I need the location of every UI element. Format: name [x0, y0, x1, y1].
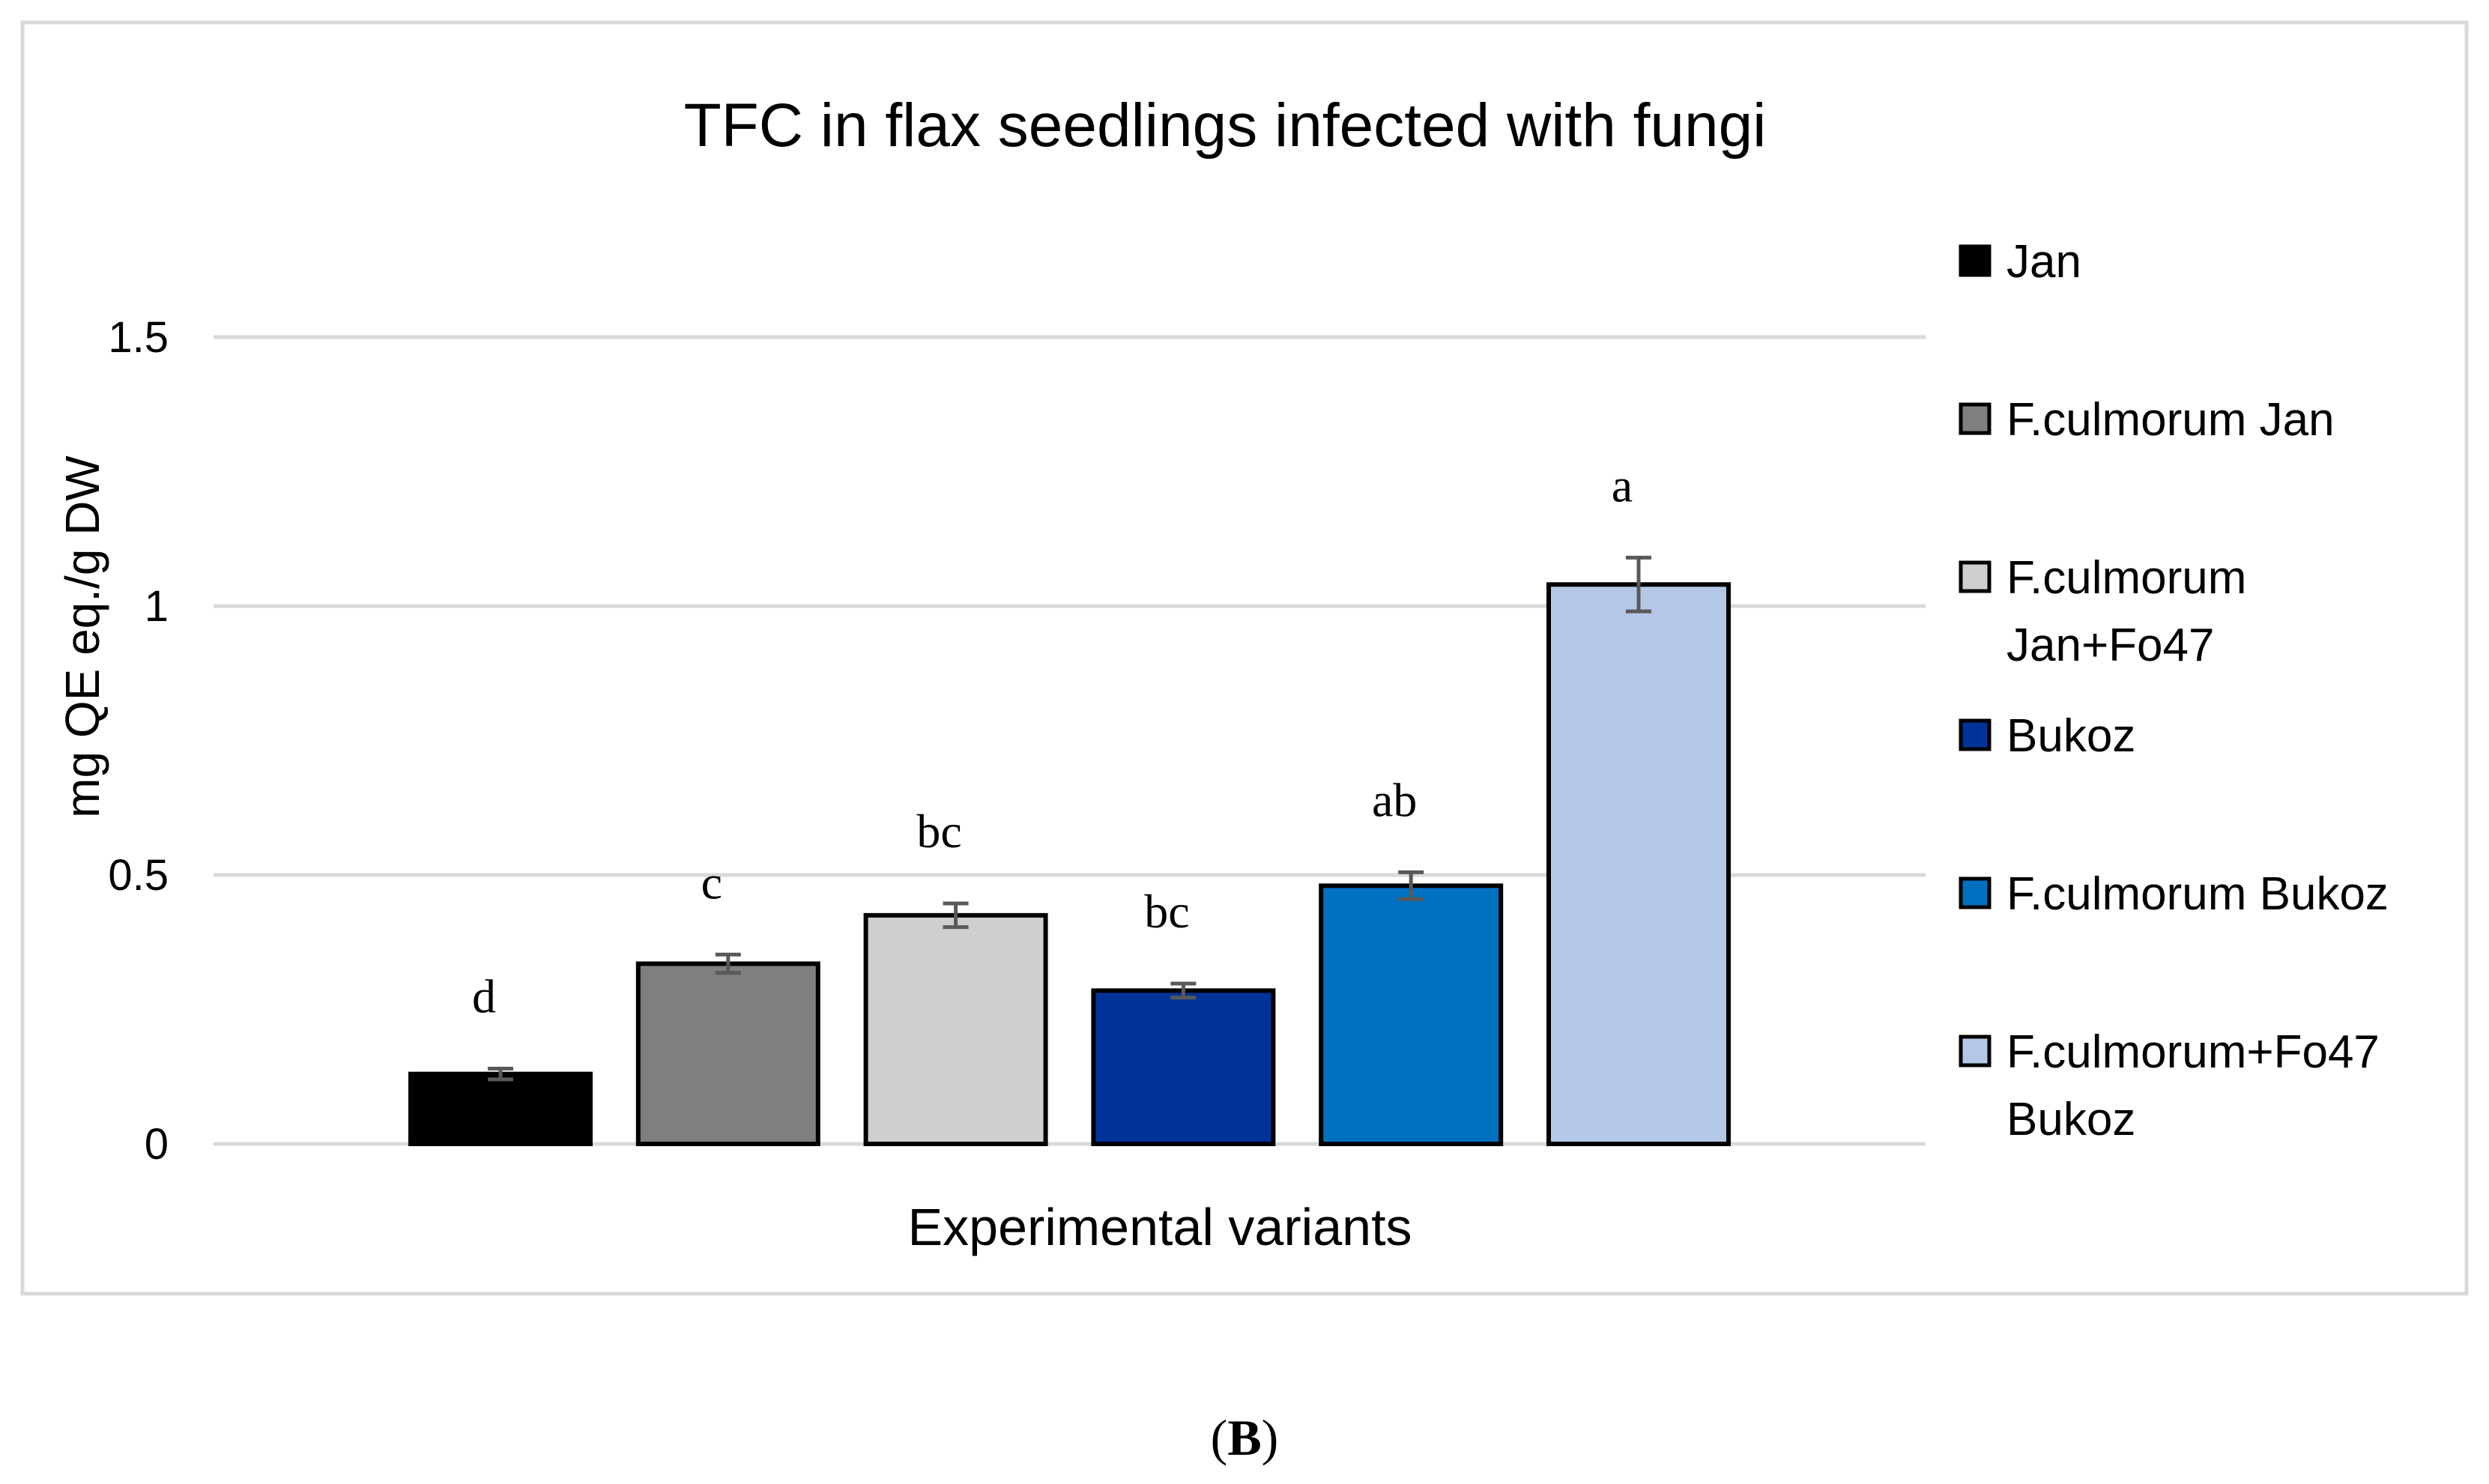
- legend-label-1: Jan: [2006, 236, 2081, 288]
- error-bars: [488, 555, 1651, 1082]
- significance-label-6: a: [1612, 458, 1633, 512]
- bar-4: [1091, 988, 1276, 1146]
- bar-5: [1319, 883, 1504, 1146]
- legend-label-6: Bukoz: [2006, 1094, 2135, 1145]
- chart-title: TFC in flax seedlings infected with fung…: [684, 91, 1767, 160]
- legend-swatch-5: [1959, 876, 1991, 909]
- panel-label: (B): [1211, 1409, 1279, 1466]
- bar-1: [408, 1071, 593, 1147]
- y-tick-label: 1.5: [108, 313, 169, 362]
- significance-label-4: bc: [1144, 885, 1189, 938]
- significance-label-3: bc: [916, 805, 961, 858]
- legend: Jan F.culmorum Jan F.culmorum Jan+Fo47 Bukoz…: [1959, 236, 2389, 1145]
- y-tick-label: 1: [145, 582, 169, 631]
- bar-3: [863, 912, 1048, 1146]
- legend-label-4: Bukoz: [2006, 710, 2135, 762]
- bar-6: [1546, 582, 1731, 1146]
- bars: [408, 582, 1731, 1147]
- legend-label-5: F.culmorum Bukoz: [2006, 868, 2389, 920]
- y-axis-label: mg QE eq./g DW: [55, 455, 109, 818]
- significance-labels: d c bc bc ab a: [472, 458, 1633, 1023]
- legend-label-6: F.culmorum+Fo47: [2006, 1026, 2380, 1078]
- y-axis-ticks: 0 0.5 1 1.5: [108, 313, 169, 1169]
- legend-swatch-3: [1959, 560, 1991, 593]
- panel-label-letter: B: [1227, 1409, 1261, 1466]
- bar-2: [635, 961, 820, 1146]
- legend-swatch-1: [1959, 244, 1991, 277]
- significance-label-5: ab: [1372, 773, 1417, 826]
- legend-swatch-6: [1959, 1035, 1991, 1067]
- x-axis-label: Experimental variants: [907, 1198, 1412, 1256]
- y-tick-label: 0: [145, 1120, 169, 1169]
- panel-label-close: ): [1262, 1409, 1279, 1466]
- significance-label-1: d: [472, 969, 496, 1023]
- legend-label-3: Jan+Fo47: [2006, 620, 2215, 671]
- panel-label-open: (: [1211, 1409, 1228, 1466]
- significance-label-2: c: [701, 855, 722, 909]
- legend-label-3: F.culmorum: [2006, 552, 2246, 604]
- y-tick-label: 0.5: [108, 851, 169, 900]
- legend-label-2: F.culmorum Jan: [2006, 394, 2335, 446]
- legend-swatch-2: [1959, 402, 1991, 435]
- legend-swatch-4: [1959, 718, 1991, 751]
